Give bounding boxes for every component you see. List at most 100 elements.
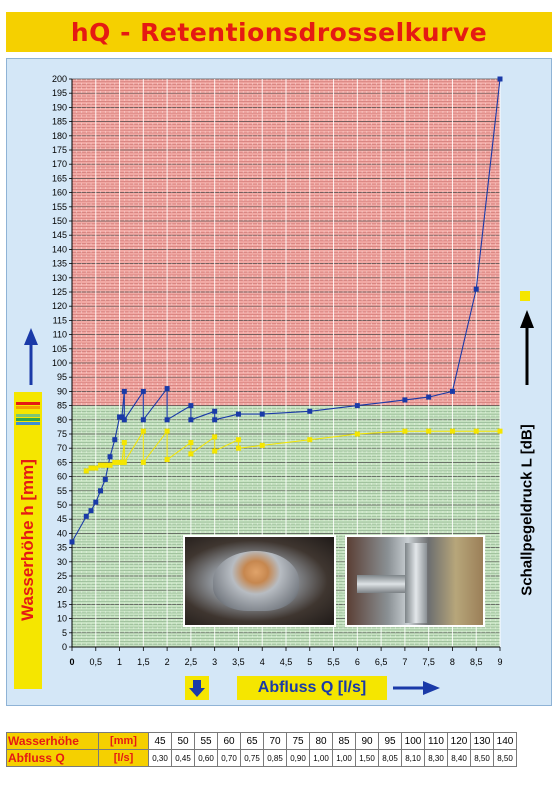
data-point bbox=[83, 468, 89, 474]
y-tick-label: 0 bbox=[62, 642, 67, 652]
data-point bbox=[69, 539, 75, 545]
data-point bbox=[121, 440, 127, 446]
table-cell-flow: 0,85 bbox=[263, 749, 287, 767]
y-tick-label: 85 bbox=[57, 401, 67, 411]
data-point bbox=[235, 445, 241, 451]
y-tick-label: 80 bbox=[57, 415, 67, 425]
y-tick-label: 65 bbox=[57, 457, 67, 467]
data-point bbox=[88, 508, 94, 514]
pipe-installation-photo bbox=[345, 535, 485, 627]
table-cell-flow: 8,40 bbox=[447, 749, 471, 767]
x-tick-label: 8 bbox=[450, 657, 455, 667]
table-cell-flow: 8,10 bbox=[401, 749, 425, 767]
y-tick-label: 55 bbox=[57, 486, 67, 496]
y-tick-label: 60 bbox=[57, 472, 67, 482]
y-tick-label: 175 bbox=[52, 145, 67, 155]
y-tick-label: 110 bbox=[53, 330, 67, 340]
y-tick-label: 120 bbox=[52, 301, 67, 311]
data-point bbox=[140, 459, 146, 465]
x-tick-label: 0,5 bbox=[90, 657, 103, 667]
data-point bbox=[188, 440, 194, 446]
table-cell-height: 60 bbox=[217, 732, 241, 750]
data-point bbox=[235, 437, 241, 443]
data-point bbox=[121, 459, 127, 465]
table-cell-height: 45 bbox=[148, 732, 172, 750]
data-point bbox=[426, 394, 432, 400]
x-tick-label: 7,5 bbox=[422, 657, 435, 667]
data-point bbox=[107, 462, 113, 468]
table-cell-height: 55 bbox=[194, 732, 218, 750]
drossel-cap-photo bbox=[183, 535, 336, 627]
data-point bbox=[98, 462, 104, 468]
y-tick-label: 90 bbox=[57, 386, 67, 396]
data-point bbox=[402, 428, 408, 434]
x-tick-label: 7 bbox=[402, 657, 407, 667]
up-arrow-black-head-icon bbox=[520, 310, 534, 328]
data-point bbox=[121, 417, 127, 423]
table-cell-flow: 0,60 bbox=[194, 749, 218, 767]
data-point bbox=[473, 428, 479, 434]
data-point bbox=[497, 428, 503, 434]
y-tick-label: 95 bbox=[57, 372, 67, 382]
data-point bbox=[188, 451, 194, 457]
table-cell-height: 70 bbox=[263, 732, 287, 750]
data-point bbox=[119, 414, 125, 420]
y-tick-label: 5 bbox=[62, 628, 67, 638]
y-tick-label: 135 bbox=[52, 259, 67, 269]
table-cell-flow: 0,45 bbox=[171, 749, 195, 767]
table-cell-flow: 8,05 bbox=[378, 749, 402, 767]
table-unit-height: [mm] bbox=[98, 732, 149, 750]
data-point bbox=[449, 428, 455, 434]
y-tick-label: 105 bbox=[52, 344, 67, 354]
x-axis-label-box: Abfluss Q [l/s] bbox=[237, 676, 387, 700]
table-cell-flow: 0,30 bbox=[148, 749, 172, 767]
x-tick-label: 8,5 bbox=[470, 657, 483, 667]
data-point bbox=[93, 465, 99, 471]
data-point bbox=[98, 488, 104, 494]
table-cell-flow: 0,75 bbox=[240, 749, 264, 767]
table-cell-flow: 8,50 bbox=[470, 749, 494, 767]
table-cell-flow: 8,30 bbox=[424, 749, 448, 767]
table-cell-height: 120 bbox=[447, 732, 471, 750]
x-tick-label: 4 bbox=[260, 657, 265, 667]
data-point bbox=[93, 499, 99, 505]
table-unit-flow: [l/s] bbox=[98, 749, 149, 767]
y-tick-label: 155 bbox=[52, 202, 67, 212]
y-tick-label: 10 bbox=[57, 614, 67, 624]
table-cell-height: 75 bbox=[286, 732, 310, 750]
y-tick-label: 100 bbox=[52, 358, 67, 368]
up-arrow-head-icon bbox=[24, 328, 38, 345]
x-tick-label: 2 bbox=[165, 657, 170, 667]
y2-series-marker bbox=[520, 291, 530, 301]
data-point bbox=[164, 428, 170, 434]
x-tick-label: 4,5 bbox=[280, 657, 293, 667]
table-cell-height: 50 bbox=[171, 732, 195, 750]
table-cell-height: 95 bbox=[378, 732, 402, 750]
table-cell-height: 85 bbox=[332, 732, 356, 750]
x-tick-label: 1,5 bbox=[137, 657, 150, 667]
table-cell-height: 110 bbox=[424, 732, 448, 750]
y-tick-label: 150 bbox=[52, 216, 67, 226]
data-point bbox=[112, 459, 118, 465]
table-cell-height: 100 bbox=[401, 732, 425, 750]
data-point bbox=[88, 465, 94, 471]
table-cell-flow: 0,90 bbox=[286, 749, 310, 767]
x-tick-label: 5,5 bbox=[327, 657, 340, 667]
y-tick-label: 125 bbox=[52, 287, 67, 297]
data-point bbox=[107, 454, 113, 460]
x-tick-label: 1 bbox=[117, 657, 122, 667]
data-point bbox=[426, 428, 432, 434]
y-tick-label: 25 bbox=[57, 571, 67, 581]
table-cell-height: 90 bbox=[355, 732, 379, 750]
data-point bbox=[164, 386, 170, 392]
y-axis-label-box bbox=[14, 392, 42, 689]
table-cell-flow: 8,50 bbox=[493, 749, 517, 767]
data-point bbox=[259, 411, 265, 417]
y2-axis-label: Schallpegeldruck L [dB] bbox=[518, 424, 536, 596]
y-tick-label: 15 bbox=[57, 599, 67, 609]
x-axis-label: Abfluss Q [l/s] bbox=[257, 679, 367, 696]
data-point bbox=[188, 403, 194, 409]
y-axis-label: Wasserhöhe h [mm] bbox=[18, 459, 37, 621]
data-point bbox=[212, 417, 218, 423]
y-tick-label: 180 bbox=[52, 131, 67, 141]
